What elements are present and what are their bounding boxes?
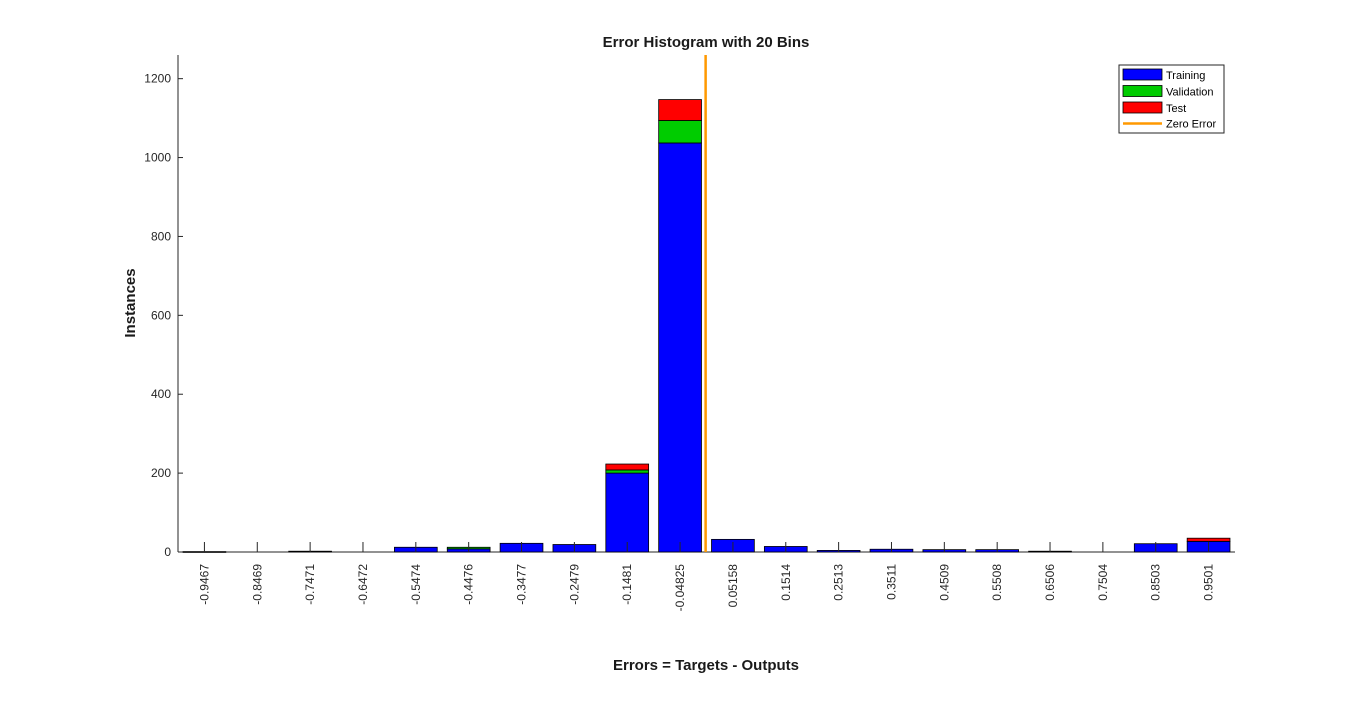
x-tick-label: -0.04825 [673, 564, 687, 612]
bar-validation-8 [605, 469, 650, 474]
legend-label-training: Training [1166, 70, 1205, 82]
y-axis-label: Instances [122, 268, 139, 337]
y-tick-label: 600 [151, 308, 171, 322]
legend-label-zero-error: Zero Error [1166, 119, 1216, 131]
x-tick-label: -0.7471 [303, 564, 317, 605]
y-tick-label: 1000 [144, 151, 171, 165]
y-tick-label: 0 [164, 545, 171, 559]
x-tick-label: 0.05158 [726, 564, 740, 608]
bar-test-9 [658, 99, 702, 121]
chart-title: Error Histogram with 20 Bins [603, 34, 810, 51]
bar-test-8 [605, 463, 650, 471]
x-tick-label: 0.9501 [1202, 564, 1216, 601]
x-tick-label: 0.5508 [990, 564, 1004, 601]
x-tick-label: 0.3511 [884, 564, 898, 600]
x-tick-label: -0.8469 [250, 564, 264, 605]
x-tick-label: -0.5474 [409, 564, 423, 605]
x-tick-label: -0.6472 [356, 564, 370, 605]
y-tick-label: 800 [151, 229, 171, 243]
x-tick-label: 0.7504 [1096, 564, 1110, 601]
bar-training-9 [658, 142, 702, 553]
x-tick-label: -0.3477 [515, 564, 529, 605]
x-tick-label: -0.1481 [620, 564, 634, 605]
legend-swatch-validation [1122, 85, 1163, 97]
x-tick-label: -0.4476 [462, 564, 476, 605]
x-tick-label: 0.4509 [937, 564, 951, 601]
x-tick-label: -0.2479 [567, 564, 581, 605]
y-tick-label: 400 [151, 387, 171, 401]
legend: Training Validation Test Zero Error [1118, 64, 1225, 134]
legend-label-validation: Validation [1166, 87, 1214, 99]
x-tick-label: 0.6506 [1043, 564, 1057, 601]
x-axis-label: Errors = Targets - Outputs [613, 657, 799, 674]
y-tick-label: 1200 [144, 72, 171, 86]
x-tick-label: 0.8503 [1149, 564, 1163, 601]
plot-area: 0 200 400 600 800 1000 1200 -0.9467 -0.8469 -0.74… [144, 55, 1235, 611]
bar-test-19 [1186, 537, 1231, 542]
bar-training-8 [605, 472, 650, 553]
legend-swatch-training [1122, 68, 1163, 81]
x-tick-label: -0.9467 [197, 564, 211, 605]
x-tick-label: 0.2513 [832, 564, 846, 601]
y-tick-label: 200 [151, 466, 171, 480]
legend-swatch-test [1122, 101, 1163, 114]
legend-label-test: Test [1166, 103, 1186, 115]
x-tick-label: 0.1514 [779, 564, 793, 601]
bar-validation-9 [658, 120, 702, 144]
